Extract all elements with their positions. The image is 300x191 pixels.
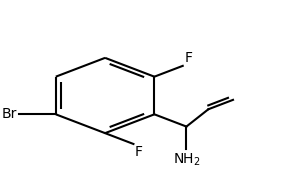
Text: F: F — [184, 51, 192, 65]
Text: Br: Br — [2, 107, 17, 121]
Text: NH$_2$: NH$_2$ — [172, 151, 200, 168]
Text: F: F — [135, 145, 143, 159]
